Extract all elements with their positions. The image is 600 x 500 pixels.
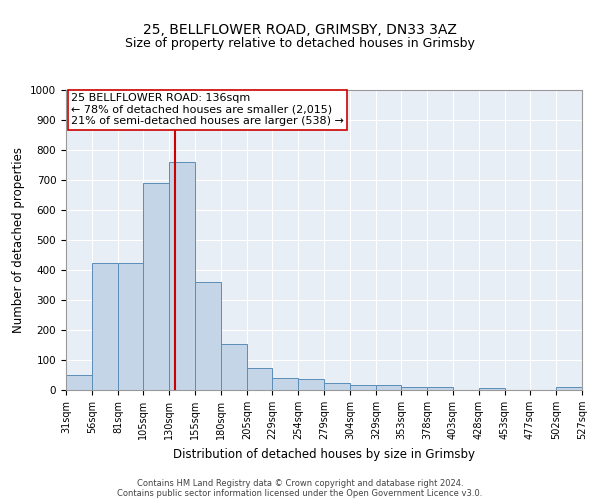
Text: Contains public sector information licensed under the Open Government Licence v3: Contains public sector information licen… (118, 488, 482, 498)
Bar (118, 262, 143, 390)
Text: 25, BELLFLOWER ROAD, GRIMSBY, DN33 3AZ: 25, BELLFLOWER ROAD, GRIMSBY, DN33 3AZ (143, 22, 457, 36)
Bar (143, 183, 169, 390)
Bar (556, 387, 582, 390)
X-axis label: Distribution of detached houses by size in Grimsby: Distribution of detached houses by size … (173, 448, 475, 460)
Bar (479, 388, 505, 390)
Bar (324, 382, 350, 390)
Text: Contains HM Land Registry data © Crown copyright and database right 2024.: Contains HM Land Registry data © Crown c… (137, 478, 463, 488)
Bar (427, 387, 453, 390)
Bar (350, 385, 376, 390)
Bar (376, 385, 401, 390)
Y-axis label: Number of detached properties: Number of detached properties (11, 147, 25, 333)
Bar (272, 378, 298, 390)
Bar (92, 262, 118, 390)
Bar (169, 162, 195, 390)
Bar (66, 375, 92, 390)
Bar (298, 378, 324, 390)
Text: Size of property relative to detached houses in Grimsby: Size of property relative to detached ho… (125, 38, 475, 51)
Bar (195, 282, 221, 390)
Bar (247, 368, 272, 390)
Text: 25 BELLFLOWER ROAD: 136sqm
← 78% of detached houses are smaller (2,015)
21% of s: 25 BELLFLOWER ROAD: 136sqm ← 78% of deta… (71, 93, 344, 126)
Bar (401, 387, 427, 390)
Bar (221, 344, 247, 390)
